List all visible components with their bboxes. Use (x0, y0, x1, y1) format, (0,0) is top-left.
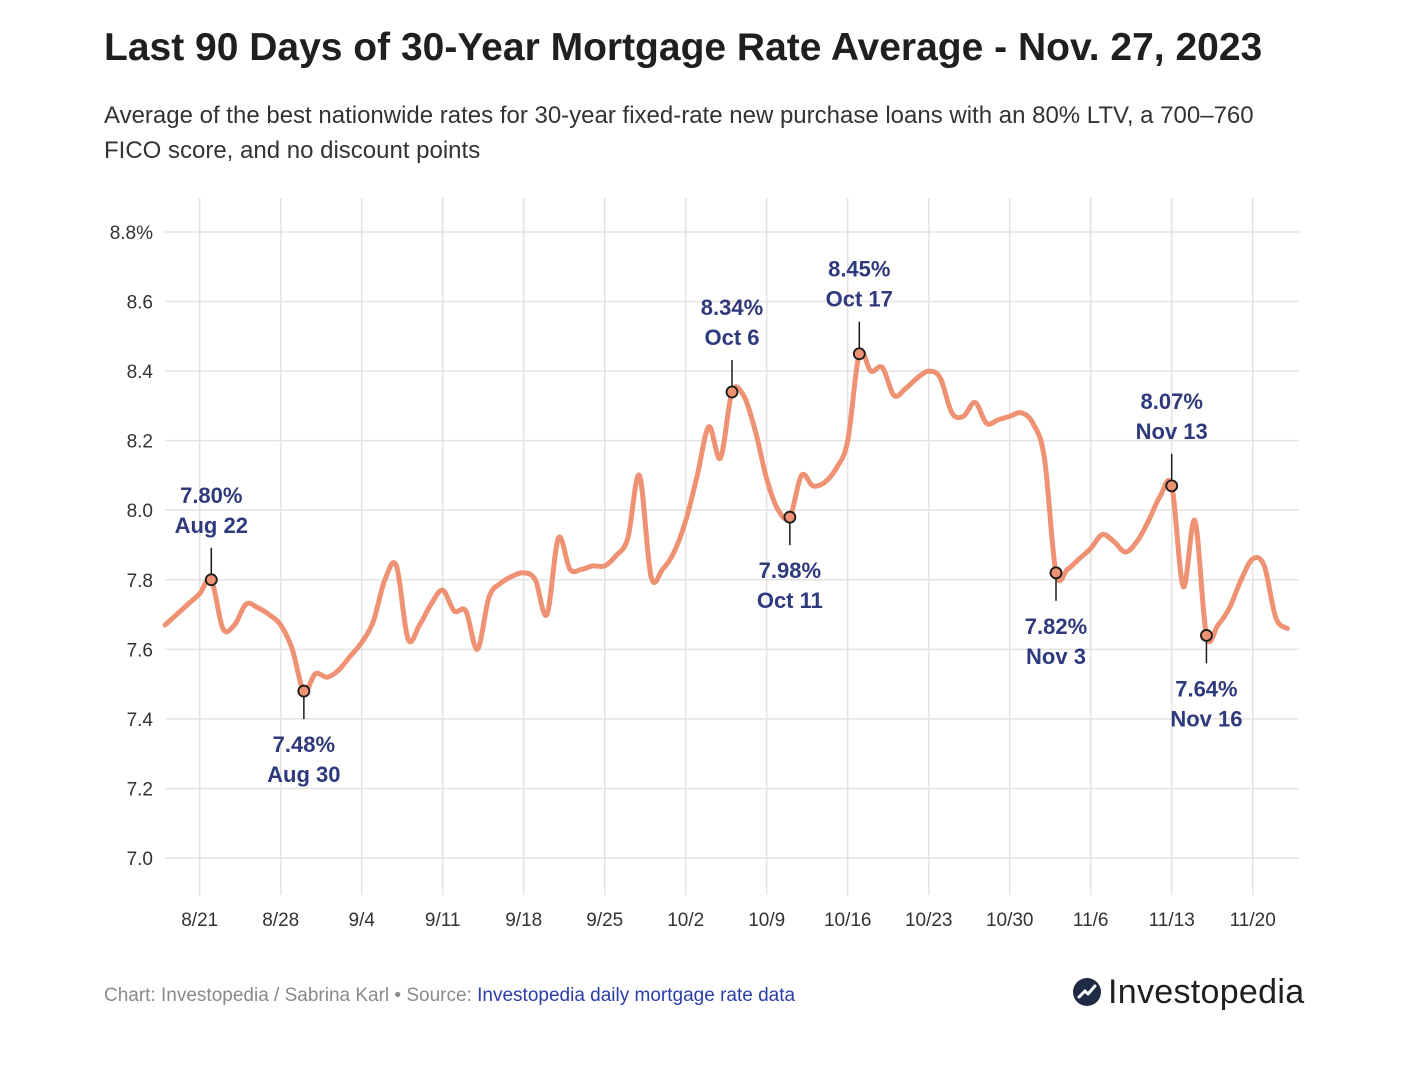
annotation-rate: 7.64% (1175, 676, 1237, 701)
x-tick-label: 8/28 (262, 910, 299, 931)
y-tick-label: 7.2 (127, 779, 153, 800)
chart-title: Last 90 Days of 30-Year Mortgage Rate Av… (104, 26, 1263, 69)
annotation-date: Nov 13 (1136, 419, 1208, 444)
series-line (162, 348, 1290, 695)
annotation: 7.80% Aug 22 (175, 483, 248, 587)
annotation-rate: 7.48% (273, 732, 335, 757)
x-tick-label: 11/20 (1230, 910, 1276, 931)
x-tick-label: 9/4 (349, 910, 376, 931)
x-tick-label: 9/25 (586, 910, 623, 931)
x-axis: 8/21 8/28 9/4 9/11 9/18 9/25 10/2 10/9 10/16 10/2… (181, 910, 1276, 931)
annotation-point (783, 510, 797, 524)
annotation: 8.34% Oct 6 (701, 295, 763, 399)
y-tick-label: 7.0 (127, 849, 153, 870)
annotation-point (297, 684, 311, 698)
y-tick-label: 8.4 (127, 362, 154, 383)
annotation: 7.82% Nov 3 (1025, 566, 1087, 669)
investopedia-logo-icon (1073, 978, 1101, 1006)
chart-subtitle: Average of the best nationwide rates for… (104, 102, 1254, 164)
annotation-date: Nov 16 (1170, 706, 1242, 731)
annotation: 8.07% Nov 13 (1136, 389, 1208, 493)
annotation-date: Nov 3 (1026, 644, 1086, 669)
y-tick-label: 8.0 (127, 501, 153, 522)
x-gridlines (198, 198, 1254, 895)
y-tick-label: 8.2 (127, 432, 153, 453)
annotation-date: Oct 11 (757, 588, 823, 613)
annotation-rate: 8.34% (701, 295, 763, 320)
annotation-date: Aug 22 (175, 513, 248, 538)
x-tick-label: 10/2 (667, 910, 704, 931)
annotation-date: Oct 6 (704, 325, 759, 350)
annotation: 7.64% Nov 16 (1170, 629, 1243, 731)
annotation: 7.48% Aug 30 (267, 684, 341, 787)
y-tick-label: 7.4 (127, 710, 154, 731)
x-tick-label: 10/16 (824, 910, 872, 931)
x-tick-label: 8/21 (181, 910, 218, 931)
x-tick-label: 10/23 (905, 910, 953, 931)
annotation-rate: 7.82% (1025, 614, 1087, 639)
annotation-rate: 7.80% (180, 483, 242, 508)
annotation-point (1200, 629, 1213, 642)
y-axis: 7.0 7.2 7.4 7.6 7.8 8.0 8.2 8.4 8.6 8.8% (110, 223, 154, 870)
annotation: 7.98% Oct 11 (757, 510, 823, 613)
annotation-rate: 8.45% (828, 257, 890, 282)
y-tick-label: 7.8 (127, 571, 153, 592)
y-tick-label: 8.6 (127, 293, 153, 314)
annotation-rate: 8.07% (1141, 389, 1203, 414)
annotation-rate: 7.98% (759, 558, 821, 583)
annotation-date: Aug 30 (267, 762, 340, 787)
x-tick-label: 9/11 (425, 910, 461, 931)
y-tick-label: 8.8% (110, 223, 153, 244)
footer-credit: Chart: Investopedia / Sabrina Karl • Sou… (104, 985, 478, 1006)
x-tick-label: 9/18 (505, 910, 542, 931)
annotations: 7.80% Aug 22 7.48% Aug 30 8.34% Oct 6 7.98% Oct… (175, 257, 1243, 787)
x-tick-label: 10/9 (748, 910, 785, 931)
chart-footer: Chart: Investopedia / Sabrina Karl • Sou… (104, 985, 795, 1007)
source-link[interactable]: Investopedia daily mortgage rate data (477, 985, 796, 1006)
investopedia-logo: Investopedia (1072, 972, 1304, 1012)
annotation: 8.45% Oct 17 (826, 257, 893, 361)
annotation-point (1165, 479, 1179, 493)
x-tick-label: 10/30 (986, 910, 1034, 931)
y-tick-label: 7.6 (127, 640, 153, 661)
annotation-date: Oct 17 (826, 287, 893, 312)
annotation-point (1049, 566, 1063, 580)
annotation-point (204, 573, 218, 587)
logo-wordmark: Investopedia (1108, 972, 1305, 1011)
x-tick-label: 11/13 (1149, 910, 1195, 931)
annotation-point (852, 347, 866, 361)
annotation-point (725, 385, 739, 399)
x-tick-label: 11/6 (1073, 910, 1109, 931)
